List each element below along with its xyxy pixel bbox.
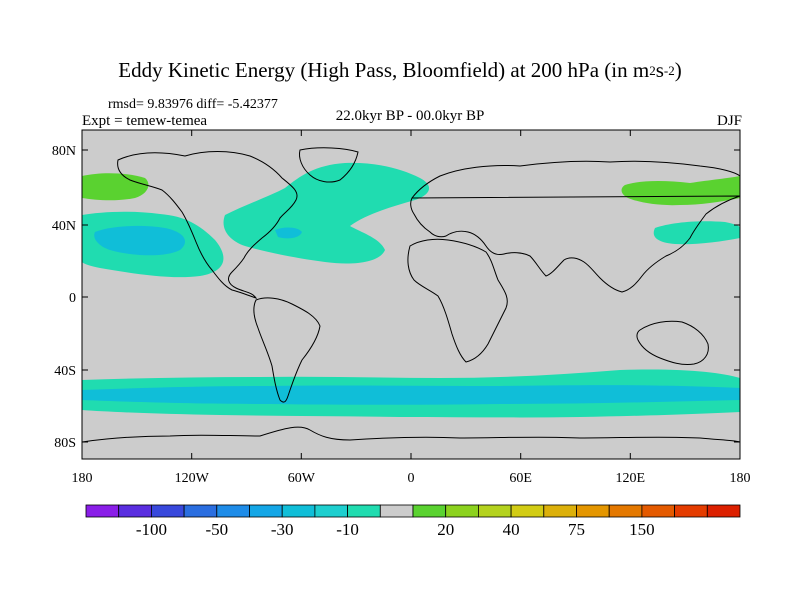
map-panel (82, 130, 740, 459)
colorbar-swatch (674, 504, 708, 518)
contour-siberia-green (621, 176, 740, 206)
contour-north-atlantic (223, 162, 430, 264)
lon-tick-label: 60E (509, 471, 532, 486)
lon-tick-label: 0 (408, 471, 415, 486)
colorbar-swatch (216, 504, 250, 518)
colorbar-swatch (641, 504, 676, 518)
contour-north-pacific-core (94, 225, 185, 256)
colorbar-swatch (412, 504, 447, 518)
stats-line: rmsd= 9.83976 diff= -5.42377 (108, 97, 278, 112)
colorbar-label: -50 (205, 520, 228, 539)
figure-title: Eddy Kinetic Energy (High Pass, Bloomfie… (118, 58, 682, 82)
colorbar-swatch (183, 504, 218, 518)
time-period: 22.0kyr BP - 00.0kyr BP (335, 108, 485, 124)
colorbar-swatch (543, 504, 577, 518)
lat-tick-label: 80S (54, 436, 76, 451)
coastlines (82, 147, 740, 443)
colorbar-swatch (118, 504, 152, 518)
colorbar-label: 20 (437, 520, 454, 539)
coast-eurasia (410, 160, 740, 293)
colorbar-label: -30 (271, 520, 294, 539)
lon-tick-label: 180 (72, 471, 93, 486)
experiment-label: Expt = temew-temea (82, 113, 208, 129)
colorbar-swatch (445, 504, 479, 518)
lat-tick-label: 40S (54, 364, 76, 379)
colorbar-swatch (347, 504, 381, 518)
lat-tick-label: 80N (52, 144, 76, 159)
coast-greenland (299, 147, 359, 183)
colorbar-swatch (281, 504, 316, 518)
colorbar-label: 40 (503, 520, 520, 539)
lat-tick-label: 0 (69, 291, 76, 306)
colorbar-swatch (576, 504, 610, 518)
colorbar-label: 150 (629, 520, 655, 539)
coast-north-america (117, 151, 298, 299)
colorbar-swatch (314, 504, 348, 518)
coast-antarctica (82, 426, 740, 443)
coast-africa (407, 238, 508, 363)
colorbar-label: -100 (136, 520, 167, 539)
contour-southern-core (82, 385, 740, 405)
coast-south-america (253, 297, 321, 403)
colorbar-swatch (249, 504, 283, 518)
colorbar-swatch (510, 504, 545, 518)
contour-nw-pacific (653, 221, 740, 245)
contour-atlantic-core (275, 227, 302, 239)
contour-alaska-green (82, 173, 149, 201)
lon-tick-label: 60W (288, 471, 316, 486)
lat-tick-label: 40N (52, 219, 76, 234)
season-label: DJF (716, 113, 742, 129)
colorbar-label: 75 (568, 520, 585, 539)
colorbar-swatch (85, 504, 120, 518)
colorbar: -100 -50 -30 -10 20 40 75 150 (85, 504, 741, 539)
colorbar-swatch (608, 504, 643, 518)
colorbar-swatch (379, 504, 414, 518)
lon-tick-label: 120E (616, 471, 646, 486)
colorbar-swatch (477, 504, 512, 518)
lon-tick-label: 180 (730, 471, 751, 486)
axis-ticks: 80N 40N 0 40S 80S 180 120W 60W 0 60E 120E 180 (52, 130, 751, 486)
colorbar-swatch (150, 504, 185, 518)
colorbar-swatch (706, 504, 741, 518)
coast-australia (636, 320, 709, 365)
lon-tick-label: 120W (175, 471, 210, 486)
colorbar-label: -10 (336, 520, 359, 539)
